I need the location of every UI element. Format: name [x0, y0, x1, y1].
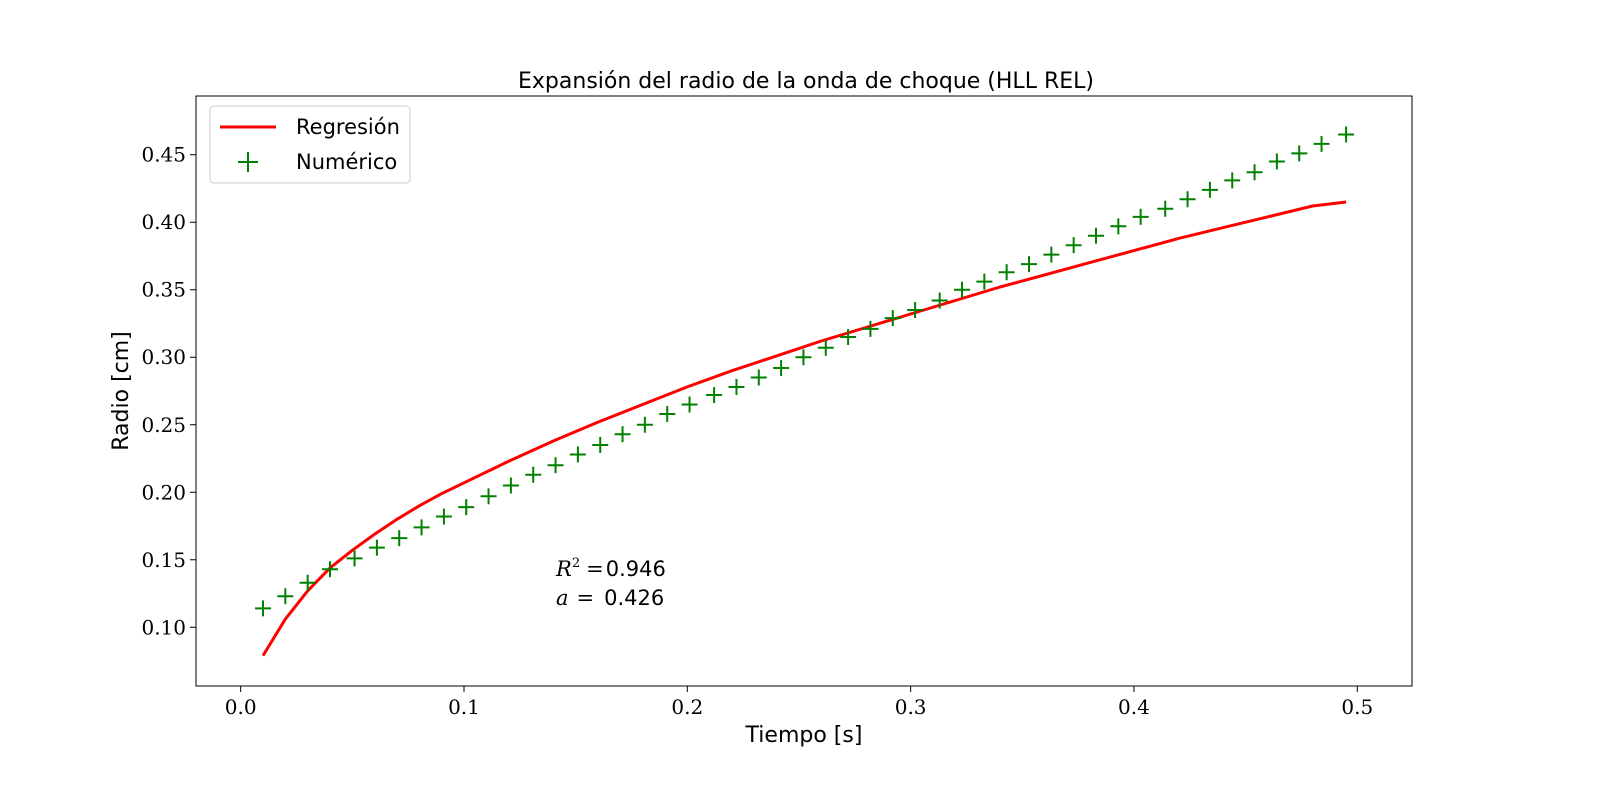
data-point	[368, 539, 385, 556]
data-point	[592, 437, 609, 454]
legend-label-numeric: Numérico	[296, 150, 397, 174]
data-point	[391, 530, 408, 547]
a-value: 0.426	[604, 586, 664, 610]
data-point	[681, 396, 698, 413]
data-point	[458, 499, 475, 516]
axes-frame	[195, 95, 1413, 687]
data-point	[502, 477, 519, 494]
x-tick-label: 0.1	[448, 695, 480, 719]
plot-area: 0.0 0.1 0.2 0.3 0.4 0.5 0.100.150.200.250.300…	[141, 95, 1413, 719]
y-tick-label: 0.35	[141, 278, 186, 302]
x-axis: 0.0 0.1 0.2 0.3 0.4 0.5	[225, 686, 1373, 719]
data-point	[817, 339, 834, 356]
legend-box	[209, 105, 411, 184]
data-point	[413, 519, 430, 536]
data-point	[1043, 246, 1060, 263]
x-axis-label: Tiempo [s]	[745, 723, 863, 748]
data-point	[346, 550, 363, 567]
data-point	[773, 360, 790, 377]
series-layer	[254, 126, 1355, 657]
data-point	[795, 349, 812, 366]
data-point	[1087, 227, 1104, 244]
data-point	[1157, 200, 1174, 217]
data-point	[1291, 145, 1308, 162]
data-point	[1065, 237, 1082, 254]
r2-superscript: 2	[572, 556, 580, 571]
r2-equals: =	[586, 557, 604, 581]
fit-annotation: R2 =0.946 a = 0.426	[555, 556, 666, 610]
a-equals: =	[577, 586, 595, 610]
legend-plus-marker	[238, 152, 258, 172]
r2-value: 0.946	[606, 557, 666, 581]
data-point	[1020, 256, 1037, 273]
data-point	[976, 273, 993, 290]
a-symbol: a	[556, 586, 569, 610]
data-point	[1313, 135, 1330, 152]
regression-line	[261, 200, 1347, 657]
data-point	[954, 281, 971, 298]
data-point	[480, 488, 497, 505]
data-point	[862, 320, 879, 337]
data-point	[614, 426, 631, 443]
x-tick-label: 0.4	[1118, 695, 1150, 719]
data-point	[998, 264, 1015, 281]
data-point	[636, 416, 653, 433]
data-point	[884, 310, 901, 327]
r2-annotation: R2 =0.946	[555, 556, 666, 581]
data-point	[706, 387, 723, 404]
x-tick-label: 0.3	[895, 695, 927, 719]
y-tick-label: 0.30	[141, 345, 186, 369]
x-tick-label: 0.5	[1341, 695, 1373, 719]
data-point	[1179, 191, 1196, 208]
data-point	[1224, 172, 1241, 189]
y-axis: 0.10 0.15 0.20 0.25 0.30 0.35 0.40 0.45	[141, 143, 196, 639]
data-point	[1338, 126, 1355, 143]
data-point	[728, 378, 745, 395]
r2-symbol: R	[555, 557, 572, 581]
x-tick-label: 0.2	[671, 695, 703, 719]
y-tick-label: 0.25	[141, 413, 186, 437]
y-tick-label: 0.40	[141, 210, 186, 234]
y-tick-label: 0.45	[141, 143, 186, 167]
data-point	[435, 508, 452, 525]
data-point	[1132, 208, 1149, 225]
data-point	[1246, 164, 1263, 181]
data-point	[547, 457, 564, 474]
chart-title: Expansión del radio de la onda de choque…	[518, 69, 1094, 94]
y-axis-label: Radio [cm]	[109, 331, 134, 451]
a-annotation: a = 0.426	[556, 586, 664, 610]
data-point	[1110, 218, 1127, 235]
y-tick-label: 0.10	[141, 615, 186, 639]
data-point	[525, 466, 542, 483]
data-point	[254, 600, 271, 617]
data-point	[840, 328, 857, 345]
data-point	[299, 574, 316, 591]
data-point	[277, 588, 294, 605]
y-tick-label: 0.20	[141, 480, 186, 504]
data-point	[321, 561, 338, 578]
x-tick-label: 0.0	[225, 695, 257, 719]
data-point	[907, 301, 924, 318]
legend: Regresión Numérico	[209, 105, 411, 184]
data-point	[1268, 153, 1285, 170]
data-point	[750, 369, 767, 386]
data-point	[659, 405, 676, 422]
y-tick-label: 0.15	[141, 548, 186, 572]
data-point	[931, 292, 948, 309]
legend-label-regression: Regresión	[296, 115, 400, 139]
data-point	[569, 446, 586, 463]
data-point	[1201, 181, 1218, 198]
